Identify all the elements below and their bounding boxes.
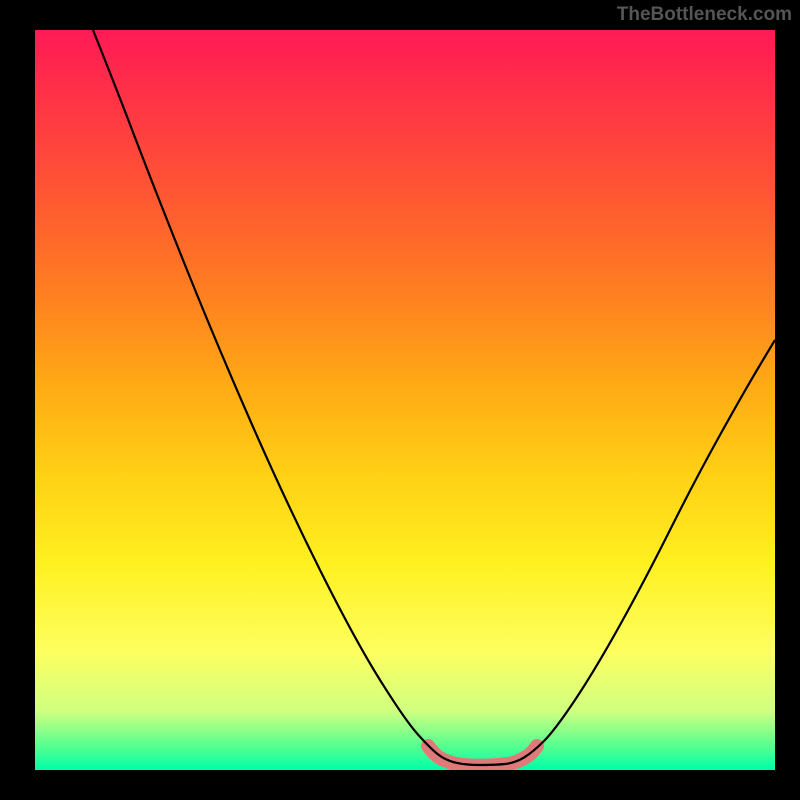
watermark-text: TheBottleneck.com: [617, 4, 792, 26]
plot-area: [35, 30, 775, 770]
min-highlight-band: [428, 746, 537, 766]
bottleneck-curve: [93, 30, 775, 765]
curve-svg: [35, 30, 775, 770]
